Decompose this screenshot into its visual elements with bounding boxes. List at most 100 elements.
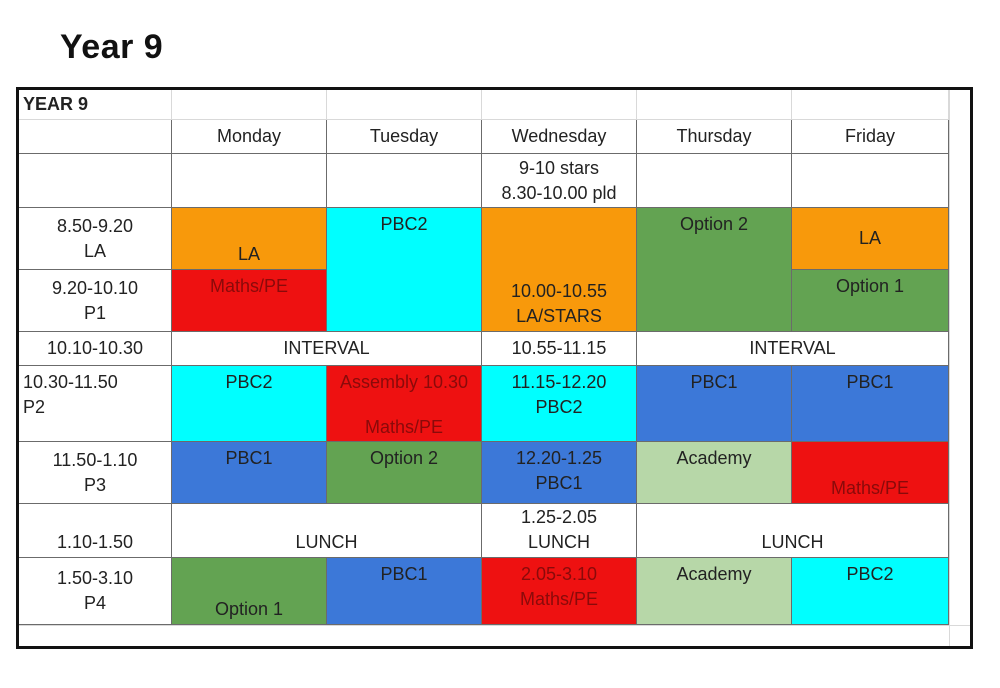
slot-wed-pre: 9-10 stars 8.30-10.00 pld [482,154,637,208]
period-r7: P4 [83,593,107,613]
slot-fri-r1: LA [792,208,949,270]
slot-mon-r2: Maths/PE [172,270,327,332]
lunch-left-label: LUNCH [295,532,358,552]
timetable: YEAR 9 Monday Tuesday Wednesday Thursday… [16,87,973,649]
slot-thu-r7: Academy [637,558,792,625]
time-cell-r5: 11.50-1.10 P3 [19,442,172,504]
slot-fri-r2-label: Option 1 [835,276,905,296]
slot-tue-r4-line2: Maths/PE [364,417,444,437]
period-r5: P3 [83,474,107,495]
header-empty-wed [482,90,637,120]
slot-fri-r5: Maths/PE [792,442,949,504]
slot-tue-r1r2: PBC2 [327,208,482,332]
interval-left-label: INTERVAL [283,338,370,358]
time-r3: 10.10-10.30 [46,338,144,358]
slot-fri-r1-label: LA [858,228,882,248]
slot-mon-r2-label: Maths/PE [209,276,289,296]
slot-wed-r7: 2.05-3.10 Maths/PE [482,558,637,625]
slot-wed-r5: 12.20-1.25 PBC1 [482,442,637,504]
slot-fri-r7: PBC2 [792,558,949,625]
slot-wed-r3-label: 10.55-11.15 [511,338,607,358]
slot-wed-r1r2-line2: LA/STARS [516,306,602,326]
trailing-gridline [19,625,970,626]
time-cell-r1: 8.50-9.20 LA [19,208,172,270]
time-r6: 1.10-1.50 [56,532,134,552]
slot-wed-r5-line1: 12.20-1.25 [515,448,603,468]
slot-thu-r7-label: Academy [676,564,752,584]
slot-wed-r1r2: 10.00-10.55 LA/STARS [482,208,637,332]
time-r4: 10.30-11.50 [23,372,118,392]
slot-wed-r5-line2: PBC1 [535,473,583,493]
page-title: Year 9 [60,28,164,66]
slot-wed-r6: 1.25-2.05 LUNCH [482,504,637,558]
slot-mon-r1-label: LA [237,244,261,264]
time-cell-pre [19,154,172,208]
time-r7: 1.50-3.10 [56,568,134,588]
slot-tue-r4-line1: Assembly 10.30 [339,372,469,392]
period-r1: LA [83,240,107,261]
header-empty-thu [637,90,792,120]
time-cell-r3: 10.10-10.30 [19,332,172,366]
interval-right: INTERVAL [637,332,949,366]
slot-thu-r4: PBC1 [637,366,792,442]
slot-wed-pre-line2: 8.30-10.00 pld [501,182,617,203]
period-r2: P1 [83,302,107,323]
slot-thu-r1r2-label: Option 2 [679,214,749,234]
lunch-right-label: LUNCH [761,532,824,552]
time-cell-r2: 9.20-10.10 P1 [19,270,172,332]
slot-mon-r4: PBC2 [172,366,327,442]
slot-mon-pre [172,154,327,208]
lunch-left: LUNCH [172,504,482,558]
slot-tue-pre [327,154,482,208]
slot-wed-r4-line2: PBC2 [535,397,583,417]
slot-tue-r7-label: PBC1 [380,564,428,584]
lunch-right: LUNCH [637,504,949,558]
slot-fri-r4-label: PBC1 [846,372,894,392]
day-header-monday: Monday [172,120,327,154]
slot-tue-r5: Option 2 [327,442,482,504]
slot-wed-r4-line1: 11.15-12.20 [511,372,607,392]
slot-tue-r5-label: Option 2 [369,448,439,468]
slot-mon-r5-label: PBC1 [225,448,273,468]
time-r5: 11.50-1.10 [52,449,138,470]
header-empty-tue [327,90,482,120]
slot-thu-pre [637,154,792,208]
time-r2: 9.20-10.10 [51,277,139,298]
time-cell-r6: 1.10-1.50 [19,504,172,558]
slot-fri-r5-label: Maths/PE [830,478,910,498]
interval-right-label: INTERVAL [749,338,836,358]
slot-mon-r1: LA [172,208,327,270]
day-header-tuesday: Tuesday [327,120,482,154]
slot-mon-r7-label: Option 1 [214,599,284,619]
corner-label: YEAR 9 [19,90,172,120]
slot-tue-r7: PBC1 [327,558,482,625]
slot-wed-r6-line2: LUNCH [527,532,590,552]
slot-thu-r4-label: PBC1 [690,372,738,392]
slot-fri-pre [792,154,949,208]
time-cell-r4: 10.30-11.50 P2 [19,366,172,442]
slot-fri-r2: Option 1 [792,270,949,332]
slot-wed-r7-line2: Maths/PE [519,589,599,609]
interval-left: INTERVAL [172,332,482,366]
slot-tue-r1r2-label: PBC2 [380,214,428,234]
header-empty-mon [172,90,327,120]
slot-mon-r7: Option 1 [172,558,327,625]
time-r1: 8.50-9.20 [56,215,134,236]
day-header-thursday: Thursday [637,120,792,154]
trailing-column-line [949,90,950,646]
slot-mon-r5: PBC1 [172,442,327,504]
slot-thu-r1r2: Option 2 [637,208,792,332]
slot-wed-r4: 11.15-12.20 PBC2 [482,366,637,442]
slot-wed-pre-line1: 9-10 stars [518,157,600,178]
header-empty-fri [792,90,949,120]
slot-fri-r7-label: PBC2 [846,564,894,584]
period-r4: P2 [23,397,46,417]
day-header-blank [19,120,172,154]
slot-wed-r7-line1: 2.05-3.10 [520,564,598,584]
slot-wed-r6-line1: 1.25-2.05 [520,507,598,527]
slot-tue-r4: Assembly 10.30 Maths/PE [327,366,482,442]
slot-fri-r4: PBC1 [792,366,949,442]
time-cell-r7: 1.50-3.10 P4 [19,558,172,625]
slot-thu-r5: Academy [637,442,792,504]
timetable-grid: YEAR 9 Monday Tuesday Wednesday Thursday… [19,90,970,646]
